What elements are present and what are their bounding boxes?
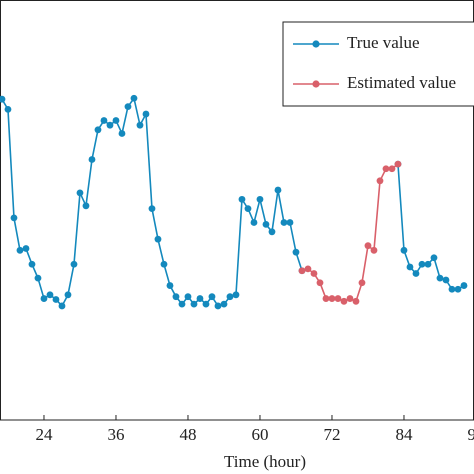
legend-box <box>282 21 474 107</box>
data-point <box>112 117 120 124</box>
data-point <box>184 293 192 301</box>
x-tick-label: 48 <box>179 425 196 444</box>
data-point <box>346 295 354 302</box>
data-point <box>82 202 90 210</box>
data-point <box>250 219 258 226</box>
data-point <box>376 177 384 185</box>
data-point <box>166 282 174 289</box>
x-tick-label: 84 <box>395 425 413 444</box>
data-point <box>202 300 210 308</box>
series-line <box>1 96 465 308</box>
x-tick-label: 36 <box>107 425 124 444</box>
data-point <box>304 265 312 273</box>
data-point <box>178 300 186 308</box>
data-point <box>148 205 156 213</box>
data-point <box>238 195 246 203</box>
data-point <box>280 219 288 226</box>
data-point <box>340 297 348 305</box>
data-point <box>418 260 426 268</box>
data-point <box>352 297 360 305</box>
data-point <box>370 246 378 254</box>
data-point <box>52 296 60 303</box>
data-point <box>316 279 324 287</box>
data-point <box>16 246 24 254</box>
legend-marker <box>312 80 320 88</box>
data-point <box>460 282 468 289</box>
data-point <box>46 291 54 299</box>
x-tick-label: 60 <box>251 425 268 444</box>
data-point <box>298 267 306 275</box>
data-point <box>394 160 402 168</box>
data-point <box>0 95 6 103</box>
data-point <box>208 293 216 301</box>
data-point <box>220 300 228 308</box>
data-point <box>232 291 240 299</box>
data-point <box>40 295 48 302</box>
data-point <box>190 300 198 308</box>
data-point <box>322 295 330 302</box>
data-point <box>10 214 18 222</box>
data-point <box>130 94 138 102</box>
data-point <box>196 295 204 302</box>
data-point <box>124 103 132 111</box>
data-point <box>454 285 462 293</box>
data-point <box>256 195 264 203</box>
data-point <box>442 276 450 284</box>
data-point <box>118 130 126 137</box>
data-point <box>214 302 222 310</box>
data-point <box>142 110 150 118</box>
data-point <box>34 274 42 282</box>
data-point <box>388 165 396 173</box>
data-point <box>358 279 366 287</box>
data-point <box>286 219 294 226</box>
x-tick-label: 24 <box>35 425 53 444</box>
data-point <box>436 274 444 282</box>
data-point <box>70 260 78 268</box>
data-point <box>172 293 180 301</box>
data-point <box>412 270 420 277</box>
legend-marker <box>312 40 320 48</box>
data-point <box>328 295 336 302</box>
data-point <box>4 106 12 113</box>
data-point <box>88 156 96 163</box>
data-point <box>106 121 114 129</box>
data-point <box>64 291 72 299</box>
data-point <box>244 205 252 213</box>
x-tick-label: 72 <box>323 425 340 444</box>
data-point <box>22 245 30 252</box>
data-point <box>136 121 144 129</box>
data-point <box>400 246 408 254</box>
data-point <box>226 293 234 301</box>
data-point <box>76 189 84 197</box>
legend-label: Estimated value <box>347 73 456 92</box>
data-point <box>58 302 66 310</box>
data-point <box>274 186 282 194</box>
data-point <box>94 126 102 134</box>
data-point <box>262 220 270 228</box>
x-tick-label: 96 <box>467 425 474 444</box>
legend-label: True value <box>347 33 420 52</box>
data-point <box>268 228 276 236</box>
data-point <box>406 263 414 271</box>
x-axis-label: Time (hour) <box>224 452 306 471</box>
data-point <box>424 260 432 268</box>
data-point <box>334 295 342 302</box>
data-point <box>382 165 390 173</box>
data-point <box>448 285 456 293</box>
data-point <box>28 260 36 268</box>
data-point <box>310 270 318 277</box>
data-point <box>154 235 162 243</box>
data-point <box>100 117 108 124</box>
series-line <box>301 163 399 303</box>
data-point <box>160 260 168 268</box>
data-point <box>364 242 372 250</box>
data-point <box>292 248 300 256</box>
data-point <box>430 254 438 262</box>
